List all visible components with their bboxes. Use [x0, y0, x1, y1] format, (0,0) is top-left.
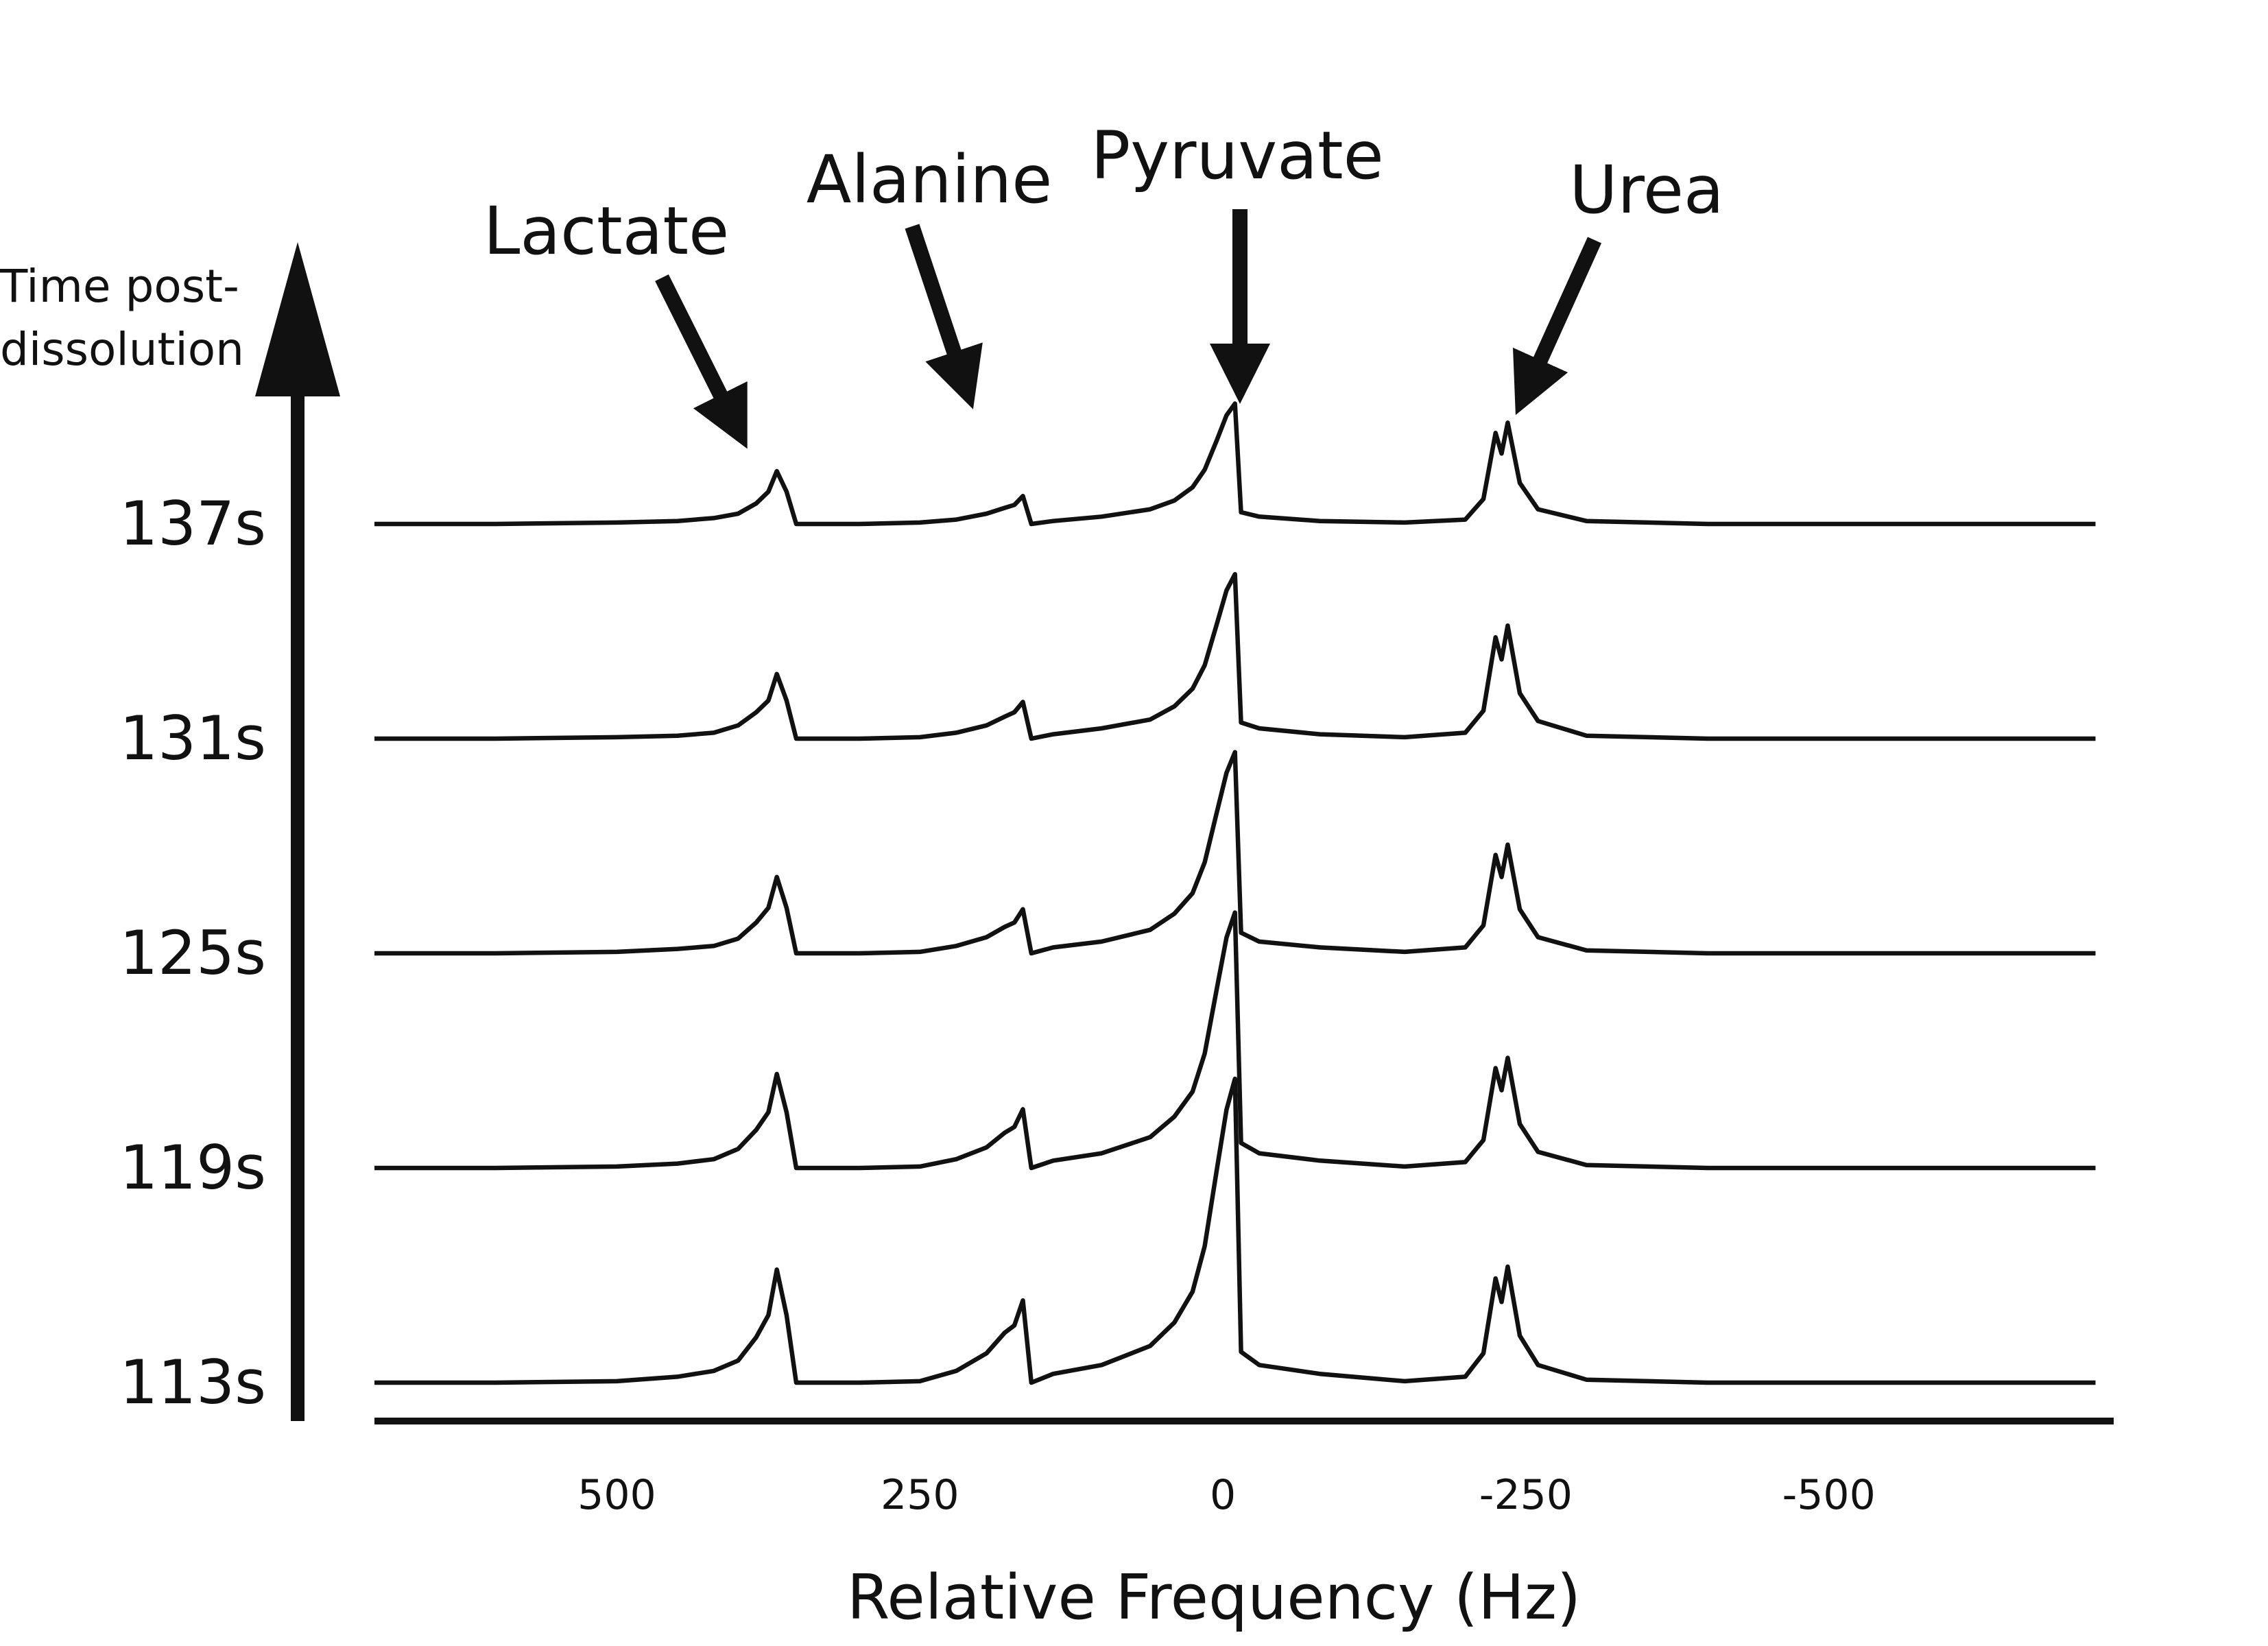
x-tick-label: -250	[1479, 1471, 1573, 1519]
x-tick-label: 250	[881, 1471, 959, 1519]
annotation-arrow	[655, 274, 748, 449]
series-label: 137s	[119, 488, 266, 559]
annotation: Pyruvate	[1090, 117, 1383, 194]
spectrum	[374, 572, 2096, 741]
series-label: 119s	[119, 1132, 266, 1203]
annotation: Urea	[1569, 152, 1724, 228]
series-label: 131s	[119, 703, 266, 774]
series-label: 113s	[119, 1347, 266, 1418]
series-label: 125s	[119, 918, 266, 988]
spectrum	[374, 750, 2096, 956]
spectrum	[374, 401, 2096, 527]
x-tick-label: -500	[1782, 1471, 1876, 1519]
spectrum	[374, 1076, 2096, 1385]
y-label: dissolution	[0, 323, 244, 376]
time-arrowhead	[255, 242, 340, 396]
x-tick-label: 500	[577, 1471, 656, 1519]
y-label: Time post-	[0, 260, 239, 313]
annotation: Lactate	[484, 193, 729, 270]
x-label: Relative Frequency (Hz)	[847, 1562, 1581, 1634]
annotation-arrow	[1512, 237, 1602, 416]
x-tick-label: 0	[1210, 1471, 1236, 1519]
annotation: Alanine	[807, 141, 1053, 218]
annotation-arrow	[905, 224, 983, 409]
spectrum	[374, 910, 2096, 1171]
